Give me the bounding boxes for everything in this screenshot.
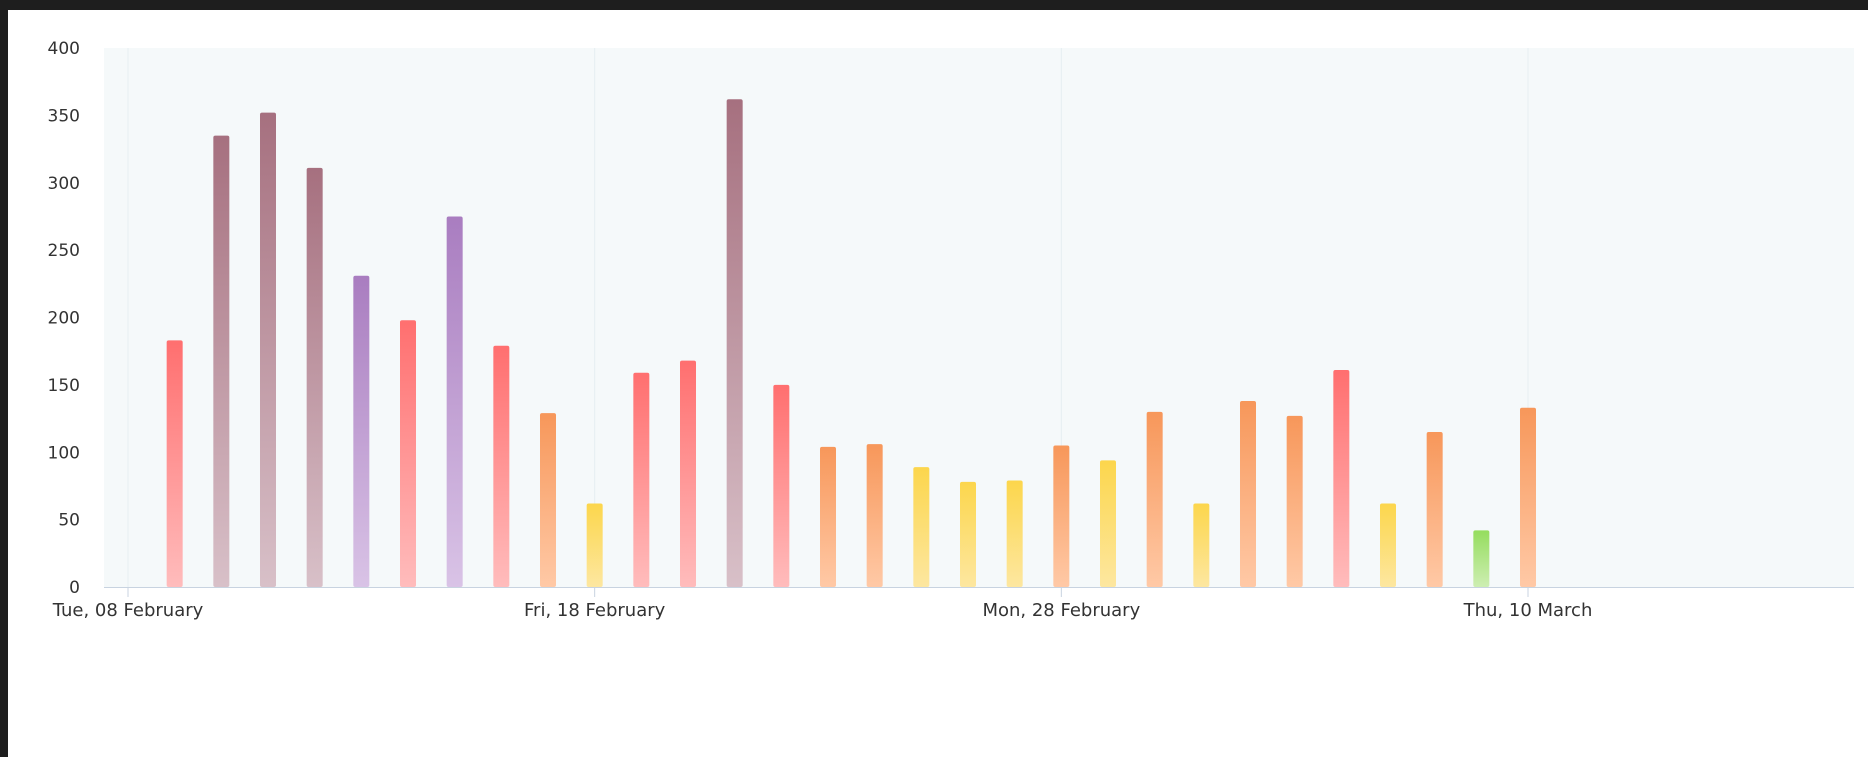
chart-panel: 0 50 100 150 200 250 300 350 400 Tue, 08 Februar…: [8, 10, 1868, 757]
y-tick-label: 400: [48, 39, 80, 59]
x-tick-label: Mon, 28 February: [982, 600, 1140, 621]
bar[interactable]: [493, 345, 510, 587]
x-tick-label: Tue, 08 February: [52, 600, 204, 621]
y-tick-label: 0: [69, 578, 80, 598]
plot-background: [104, 48, 1854, 587]
bar[interactable]: [773, 384, 790, 587]
bar[interactable]: [213, 135, 230, 587]
bar[interactable]: [960, 481, 976, 587]
bar-chart: 0 50 100 150 200 250 300 350 400 Tue, 08 Februar…: [48, 39, 1854, 621]
bar[interactable]: [586, 503, 603, 587]
bars: [166, 99, 1536, 588]
y-tick-label: 250: [48, 241, 80, 261]
bar[interactable]: [1426, 432, 1443, 587]
x-tick-label: Fri, 18 February: [524, 600, 666, 621]
y-tick-label: 100: [48, 443, 80, 463]
bar[interactable]: [820, 446, 836, 587]
bar[interactable]: [166, 340, 183, 587]
bar[interactable]: [1006, 480, 1023, 587]
x-tick-label: Thu, 10 March: [1463, 600, 1593, 621]
bar[interactable]: [1100, 460, 1116, 587]
y-tick-label: 50: [58, 511, 80, 531]
bar[interactable]: [1286, 415, 1303, 587]
bar[interactable]: [306, 167, 323, 588]
bar[interactable]: [446, 216, 463, 587]
bar[interactable]: [1240, 401, 1256, 587]
x-axis-ticks: Tue, 08 February Fri, 18 February Mon, 28 …: [52, 587, 1593, 621]
bar[interactable]: [1380, 503, 1396, 587]
bar[interactable]: [540, 413, 556, 587]
y-axis-ticks: 0 50 100 150 200 250 300 350 400: [48, 39, 80, 598]
bar[interactable]: [1146, 411, 1163, 587]
bar[interactable]: [1473, 530, 1490, 587]
bar[interactable]: [353, 275, 370, 587]
y-tick-label: 200: [48, 309, 80, 329]
bar[interactable]: [1193, 503, 1210, 587]
bar[interactable]: [1333, 370, 1350, 587]
bar[interactable]: [260, 112, 276, 588]
bar[interactable]: [633, 372, 650, 587]
bar[interactable]: [866, 444, 883, 587]
bar[interactable]: [1053, 445, 1070, 587]
bar[interactable]: [680, 360, 696, 587]
bar[interactable]: [913, 467, 930, 587]
bar[interactable]: [400, 320, 416, 587]
y-tick-label: 300: [48, 174, 80, 194]
bar[interactable]: [726, 99, 743, 587]
y-tick-label: 350: [48, 106, 80, 126]
y-tick-label: 150: [48, 376, 80, 396]
bar[interactable]: [1520, 407, 1536, 587]
